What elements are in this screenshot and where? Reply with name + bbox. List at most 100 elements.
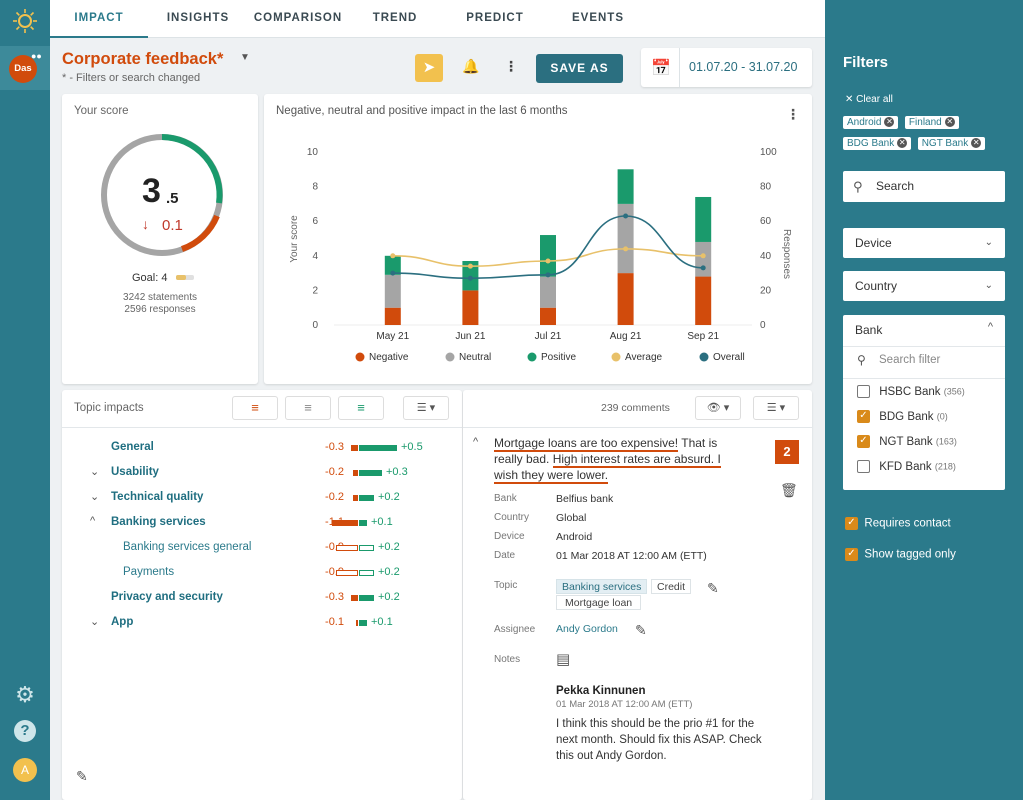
- show-tagged-label: Show tagged only: [864, 548, 956, 561]
- x-tick-label: Jun 21: [455, 331, 485, 342]
- rail-item-dashboard[interactable]: Das ●●: [0, 46, 50, 90]
- bank-option[interactable]: HSBC Bank (356): [857, 385, 965, 398]
- topic-neg-bar: [351, 595, 358, 601]
- chip-remove-icon[interactable]: ✕: [944, 117, 955, 128]
- chevron-up-icon[interactable]: ^: [90, 515, 96, 527]
- tab-comparison[interactable]: COMPARISON: [253, 12, 343, 24]
- legend-swatch-negative: [355, 352, 365, 362]
- requires-contact-checkbox[interactable]: ✓ Requires contact: [845, 517, 951, 530]
- device-label: Device: [855, 236, 892, 250]
- bank-option[interactable]: ✓ NGT Bank (163): [857, 435, 957, 448]
- chart-more-icon[interactable]: ⋮: [786, 106, 800, 122]
- comment-text-4: I wish they were lower.: [494, 452, 721, 484]
- share-icon[interactable]: ➤: [415, 54, 443, 82]
- divider: [62, 427, 462, 428]
- chip-remove-icon[interactable]: ✕: [897, 138, 908, 149]
- topic-pos-bar: [359, 495, 374, 501]
- point-average: [545, 258, 551, 264]
- chip-remove-icon[interactable]: ✕: [971, 138, 982, 149]
- align-left-icon[interactable]: ≡: [338, 396, 384, 420]
- device-dropdown[interactable]: Device ⌄: [843, 228, 1005, 258]
- bank-filter: Bank ^ ⚲ Search filter HSBC Bank (356) ✓…: [843, 315, 1005, 490]
- tab-impact[interactable]: IMPACT: [50, 0, 148, 38]
- align-right-icon[interactable]: ≡: [232, 396, 278, 420]
- align-center-icon[interactable]: ≡: [285, 396, 331, 420]
- chip-bdg-bank[interactable]: BDG Bank ✕: [843, 137, 912, 150]
- topic-row[interactable]: Payments -0.9 +0.2: [62, 562, 462, 587]
- chevron-down-icon[interactable]: ⌄: [90, 616, 100, 628]
- show-tagged-checkbox[interactable]: ✓ Show tagged only: [845, 548, 956, 561]
- date-range-picker[interactable]: 📅 01.07.20 - 31.07.20: [641, 48, 812, 87]
- bank-label[interactable]: Bank: [855, 323, 883, 337]
- collapse-chevron-icon[interactable]: ^: [473, 436, 479, 448]
- topic-row[interactable]: ⌄ Technical quality -0.2 +0.2: [62, 487, 462, 512]
- score-label: Your score: [74, 105, 129, 117]
- topic-row[interactable]: ^ Banking services -1.1 +0.1: [62, 512, 462, 537]
- assignee-link[interactable]: Andy Gordon: [556, 623, 618, 635]
- more-options-icon[interactable]: ⋮: [504, 58, 518, 74]
- chip-android[interactable]: Android ✕: [843, 116, 899, 129]
- title-dropdown-icon[interactable]: ▼: [240, 52, 250, 63]
- y-tick-label: 4: [312, 251, 318, 262]
- topic-tag-mortgage[interactable]: Mortgage loan: [556, 595, 642, 610]
- page-subtitle: * - Filters or search changed: [62, 72, 201, 84]
- score-decimal: .5: [166, 190, 179, 207]
- sort-dropdown[interactable]: ☰ ▾: [403, 396, 449, 420]
- topic-name: Payments: [123, 566, 175, 578]
- help-icon[interactable]: ?: [14, 720, 36, 742]
- account-avatar[interactable]: A: [13, 758, 37, 782]
- visibility-dropdown[interactable]: 👁 ▾: [695, 396, 741, 420]
- edit-topic-icon[interactable]: ✎: [707, 580, 719, 596]
- country-dropdown[interactable]: Country ⌄: [843, 271, 1005, 301]
- trash-icon[interactable]: 🗑: [780, 482, 798, 498]
- bar-positive: [462, 260, 479, 291]
- topic-row[interactable]: General -0.3 +0.5: [62, 437, 462, 462]
- bank-name: NGT Bank: [879, 435, 933, 448]
- tab-events[interactable]: EVENTS: [571, 12, 624, 24]
- bank-name: KFD Bank: [879, 460, 932, 473]
- down-arrow-icon: ↓: [142, 216, 149, 232]
- note-bubble-icon[interactable]: ▤: [556, 651, 571, 668]
- chip-remove-icon[interactable]: ✕: [884, 117, 895, 128]
- point-overall: [467, 275, 473, 281]
- top-navigation: IMPACT INSIGHTS COMPARISON TREND PREDICT…: [50, 0, 1010, 38]
- comment-sort-dropdown[interactable]: ☰ ▾: [753, 396, 799, 420]
- tab-insights[interactable]: INSIGHTS: [166, 12, 230, 24]
- checkbox-empty-icon: [857, 385, 870, 398]
- topic-row[interactable]: Privacy and security -0.3 +0.2: [62, 587, 462, 612]
- save-as-button[interactable]: SAVE AS: [536, 54, 623, 83]
- tab-predict[interactable]: PREDICT: [466, 12, 524, 24]
- bank-option[interactable]: ✓ BDG Bank (0): [857, 410, 948, 423]
- settings-gear-icon[interactable]: ⚙: [15, 682, 35, 707]
- point-overall: [700, 265, 706, 271]
- score-main: 3: [142, 172, 161, 210]
- bar-neutral: [617, 203, 634, 274]
- chip-finland[interactable]: Finland ✕: [904, 116, 959, 129]
- edit-pencil-icon[interactable]: ✎: [76, 768, 88, 784]
- edit-assignee-icon[interactable]: ✎: [635, 622, 647, 638]
- filter-search-input[interactable]: ⚲ Search: [843, 171, 1005, 202]
- bank-option[interactable]: KFD Bank (218): [857, 460, 956, 473]
- topic-name: General: [111, 441, 154, 453]
- tab-trend[interactable]: TREND: [372, 12, 418, 24]
- topic-tag-banking[interactable]: Banking services: [556, 579, 648, 594]
- chevron-down-icon: ⌄: [984, 280, 993, 291]
- topic-tag-credit[interactable]: Credit: [651, 579, 692, 594]
- chevron-down-icon[interactable]: ⌄: [90, 466, 100, 478]
- highlight-1: Mortgage loans are too expensive!: [494, 436, 679, 452]
- clear-all-button[interactable]: ✕ Clear all: [845, 94, 893, 105]
- topic-row[interactable]: Banking services general -0.9 +0.2: [62, 537, 462, 562]
- meta-value: 01 Mar 2018 AT 12:00 AM (ETT): [556, 550, 707, 562]
- topic-row[interactable]: ⌄ App -0.1 +0.1: [62, 612, 462, 637]
- topic-row[interactable]: ⌄ Usability -0.2 +0.3: [62, 462, 462, 487]
- topic-neg-value: -0.3: [325, 441, 344, 453]
- meta-label: Country: [494, 512, 530, 523]
- bar-negative: [617, 273, 634, 325]
- topic-pos-value: +0.1: [371, 516, 393, 528]
- search-filter-input[interactable]: Search filter: [879, 354, 941, 366]
- bell-icon[interactable]: 🔔: [462, 58, 480, 74]
- chevron-up-icon[interactable]: ^: [987, 321, 993, 333]
- topic-name: Banking services: [111, 516, 206, 528]
- chip-ngt-bank[interactable]: NGT Bank ✕: [917, 137, 986, 150]
- chevron-down-icon[interactable]: ⌄: [90, 491, 100, 503]
